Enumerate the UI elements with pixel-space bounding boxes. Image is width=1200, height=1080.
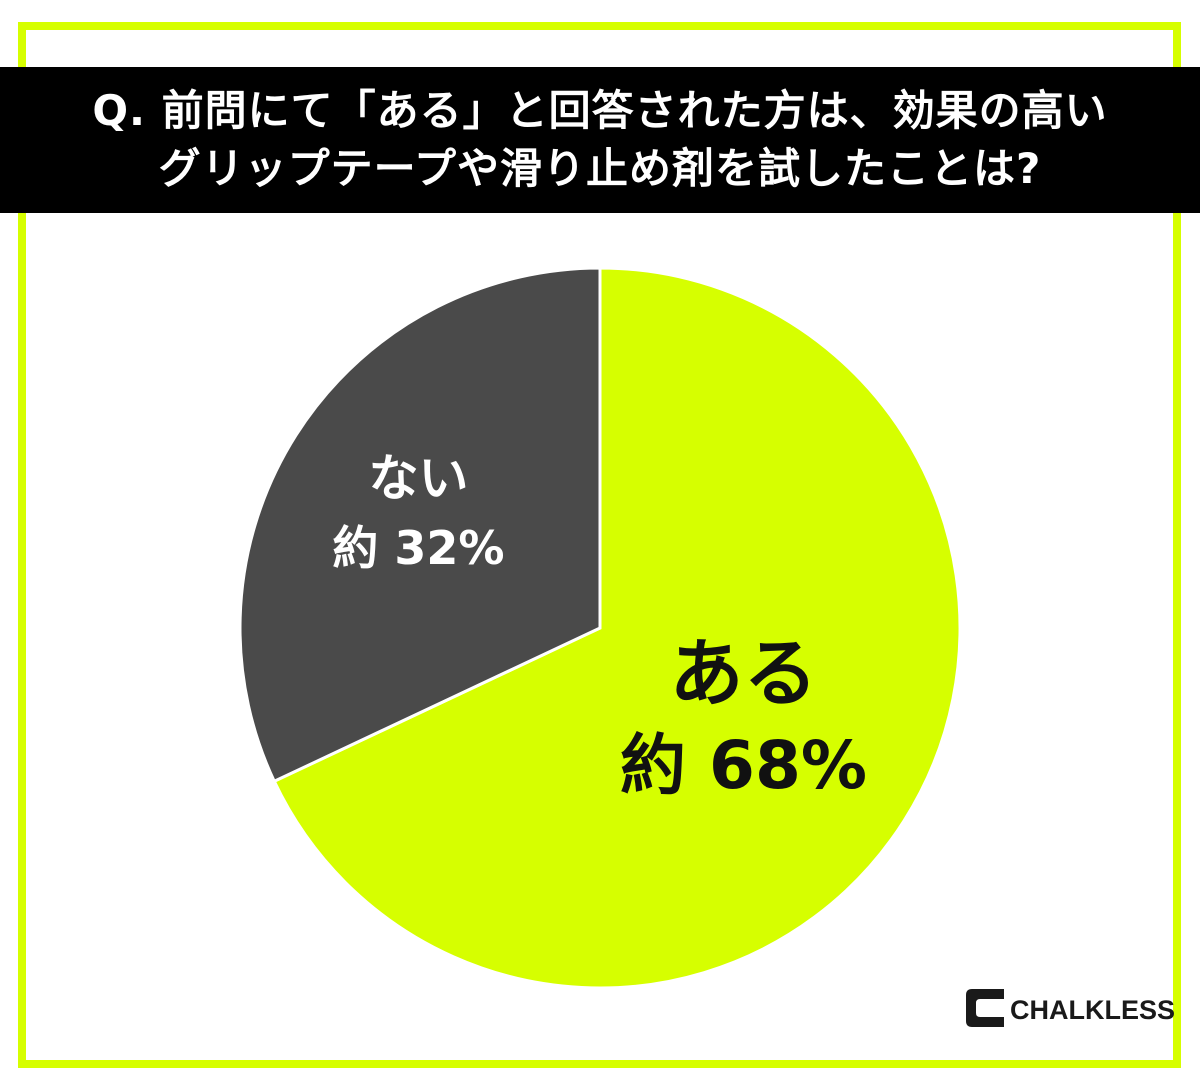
pie-slice-1 <box>238 266 602 784</box>
pie-slice-value-0: 約 68% <box>620 727 867 804</box>
pie-slice-label-1: ない <box>368 449 468 507</box>
chart-frame <box>18 22 1181 1068</box>
chalkless-c-logo-icon <box>966 989 1004 1027</box>
pie-slice-value-1: 約 32% <box>332 521 504 575</box>
pie-slice-label-0: ある <box>670 631 818 717</box>
brand-logo-text: CHALKLESS <box>1010 994 1176 1025</box>
brand-logo: CHALKLESS <box>962 982 1175 1034</box>
title-banner: Q. 前問にて「ある」と回答された方は、効果の高い グリップテープや滑り止め剤を… <box>0 67 1200 213</box>
chart-title-line-1: Q. 前問にて「ある」と回答された方は、効果の高い <box>92 86 1108 135</box>
chart-title-line-2: グリップテープや滑り止め剤を試したことは? <box>158 144 1042 193</box>
pie-slice-0 <box>272 266 962 990</box>
